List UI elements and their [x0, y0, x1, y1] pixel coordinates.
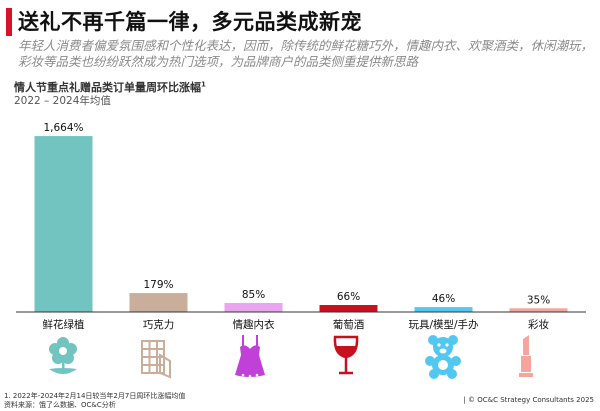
chart-subtitle: 2022 – 2024年均值	[14, 95, 111, 107]
source-note: 资料来源：饿了么数据、OC&C分析	[4, 401, 116, 409]
footnote-1: 1. 2022年-2024年2月14日较当年2月7日周环比涨幅均值	[4, 392, 186, 400]
bar-value-label-3: 66%	[337, 291, 360, 303]
lipstick-icon	[519, 335, 533, 377]
page-subtitle: 年轻人消费者偏爱氛围感和个性化表达，因而，除传统的鲜花糖巧外，情趣内衣、欢聚酒类…	[18, 38, 594, 69]
chart-title-text: 情人节重点礼赠品类订单量周环比涨幅	[14, 81, 201, 94]
bar-4	[414, 307, 473, 312]
bar-3	[319, 305, 378, 312]
title-accent-bar	[6, 8, 12, 36]
bar-value-label-0: 1,664%	[43, 122, 83, 134]
bar-chart: 1,664% 鲜花绿植 179% 巧克力 85% 情趣内衣 66% 葡萄酒 46% 玩具/模型/手…	[16, 122, 586, 331]
bar-value-label-1: 179%	[143, 279, 173, 291]
bar-0	[34, 136, 93, 312]
flower-icon	[49, 337, 77, 374]
footnotes: 1. 2022年-2024年2月14日较当年2月7日周环比涨幅均值 资料来源：饿…	[4, 392, 185, 410]
category-label-3: 葡萄酒	[333, 318, 365, 331]
bar-value-label-5: 35%	[527, 294, 550, 306]
bar-2	[224, 303, 283, 312]
chart-title: 情人节重点礼赠品类订单量周环比涨幅1	[14, 79, 206, 95]
chocolate-icon	[141, 340, 171, 379]
category-label-1: 巧克力	[143, 318, 175, 331]
bar-value-label-4: 46%	[432, 293, 455, 305]
teddy-bear-icon	[425, 335, 461, 379]
chart-title-footnote-mark: 1	[201, 80, 206, 89]
wine-glass-icon	[333, 335, 359, 375]
category-label-0: 鲜花绿植	[43, 318, 85, 331]
category-label-4: 玩具/模型/手办	[408, 318, 479, 331]
bar-1	[129, 293, 188, 312]
category-label-2: 情趣内衣	[233, 318, 275, 331]
bar-value-label-2: 85%	[242, 289, 265, 301]
bar-5	[509, 308, 568, 312]
category-label-5: 彩妆	[528, 318, 549, 331]
page-title: 送礼不再千篇一律，多元品类成新宠	[18, 10, 362, 34]
lingerie-icon	[235, 335, 265, 378]
copyright: | © OC&C Strategy Consultants 2025	[463, 396, 594, 404]
